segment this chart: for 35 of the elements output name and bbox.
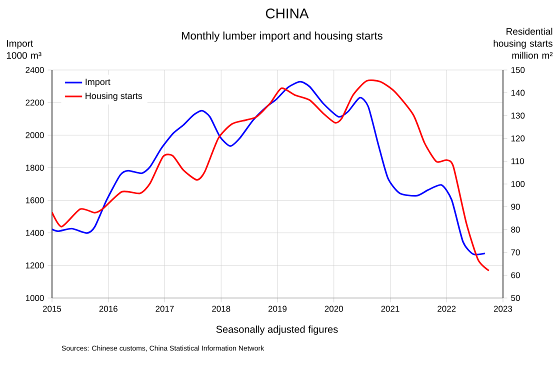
x-tick-label: 2021 [381, 306, 400, 312]
y2-tick-label: 70 [511, 249, 520, 256]
x-tick-label: 2017 [156, 306, 174, 312]
y2-tick-label: 140 [511, 90, 525, 96]
y2-tick-label: 60 [511, 272, 520, 278]
y2-tick-label: 100 [511, 181, 525, 188]
y-tick-label: 1200 [26, 262, 44, 268]
y2-tick-label: 80 [511, 226, 520, 233]
y-tick-label: 1600 [26, 197, 44, 204]
y-tick-label: 2000 [26, 132, 44, 138]
x-tick-label: 2023 [494, 306, 512, 312]
x-tick-label: 2020 [324, 306, 343, 312]
y2-tick-label: 90 [511, 204, 520, 210]
x-tick-label: 2018 [212, 306, 230, 312]
chart-title: CHINA [266, 8, 309, 18]
y2-tick-label: 150 [511, 67, 525, 74]
y-tick-label: 2400 [26, 67, 44, 74]
y-tick-label: 1000 [26, 295, 44, 302]
x-tick-label: 2022 [438, 306, 456, 312]
chart-subtitle: Monthly lumber import and housing starts [182, 32, 382, 42]
y2-tick-label: 130 [511, 112, 525, 119]
legend-label: Import [86, 78, 110, 87]
y2-axis-title: Residential housing starts million m² [494, 28, 553, 59]
y-axis-title: Import 1000 m³ [6, 40, 42, 59]
x-tick-label: 2016 [99, 306, 118, 312]
x-tick-label: 2015 [42, 306, 62, 312]
legend-label: Housing starts [86, 92, 142, 101]
y2-tick-label: 50 [511, 295, 520, 302]
y-tick-label: 1800 [26, 164, 44, 171]
x-tick-label: 2019 [268, 306, 287, 312]
y2-tick-label: 120 [511, 135, 525, 142]
x-axis-title: Seasonally adjusted figures [216, 326, 338, 335]
y-tick-label: 2200 [26, 100, 44, 106]
y2-tick-label: 110 [511, 158, 524, 164]
y-tick-label: 1400 [26, 230, 44, 236]
